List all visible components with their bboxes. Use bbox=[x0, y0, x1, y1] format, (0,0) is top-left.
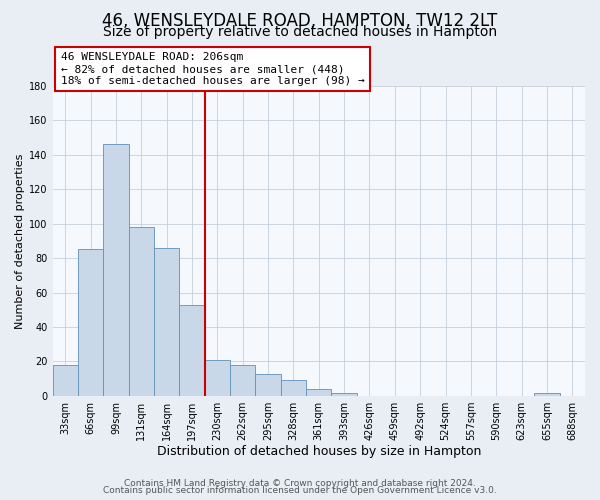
Text: 46 WENSLEYDALE ROAD: 206sqm
← 82% of detached houses are smaller (448)
18% of se: 46 WENSLEYDALE ROAD: 206sqm ← 82% of det… bbox=[61, 52, 364, 86]
Text: Contains public sector information licensed under the Open Government Licence v3: Contains public sector information licen… bbox=[103, 486, 497, 495]
Text: 46, WENSLEYDALE ROAD, HAMPTON, TW12 2LT: 46, WENSLEYDALE ROAD, HAMPTON, TW12 2LT bbox=[103, 12, 497, 30]
Bar bbox=[256, 374, 281, 396]
Bar bbox=[331, 392, 357, 396]
Bar bbox=[534, 392, 560, 396]
X-axis label: Distribution of detached houses by size in Hampton: Distribution of detached houses by size … bbox=[157, 444, 481, 458]
Bar bbox=[281, 380, 306, 396]
Y-axis label: Number of detached properties: Number of detached properties bbox=[15, 153, 25, 328]
Bar bbox=[128, 227, 154, 396]
Text: Size of property relative to detached houses in Hampton: Size of property relative to detached ho… bbox=[103, 25, 497, 39]
Bar bbox=[154, 248, 179, 396]
Bar bbox=[78, 250, 103, 396]
Bar bbox=[103, 144, 128, 396]
Bar bbox=[230, 365, 256, 396]
Bar bbox=[306, 389, 331, 396]
Text: Contains HM Land Registry data © Crown copyright and database right 2024.: Contains HM Land Registry data © Crown c… bbox=[124, 478, 476, 488]
Bar bbox=[205, 360, 230, 396]
Bar bbox=[53, 365, 78, 396]
Bar bbox=[179, 304, 205, 396]
